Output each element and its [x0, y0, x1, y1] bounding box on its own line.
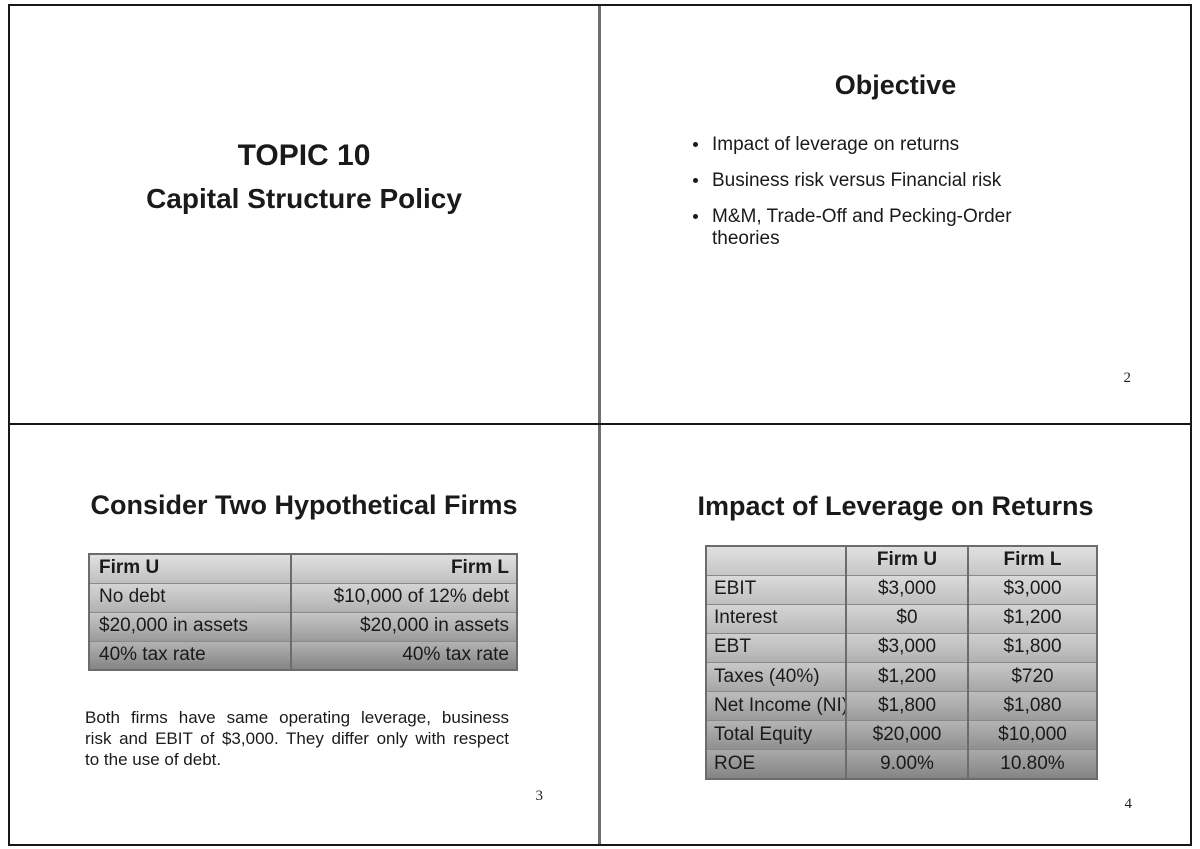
value-cell: $1,800 [967, 632, 1098, 664]
table-row: 40% tax rate 40% tax rate [88, 640, 518, 671]
row-label-cell: EBT [705, 632, 847, 664]
table-header-cell: Firm L [967, 545, 1098, 576]
leverage-returns-table: Firm U Firm L EBIT $3,000 $3,000 Interes… [705, 545, 1098, 780]
value-cell: $1,200 [845, 661, 969, 693]
page-number: 2 [1123, 370, 1132, 386]
slide-4-leverage-returns: Impact of Leverage on Returns Firm U Fir… [601, 425, 1190, 844]
row-label-cell: ROE [705, 749, 847, 780]
value-cell: $720 [967, 661, 1098, 693]
slide-title: TOPIC 10 [237, 139, 371, 172]
bullet-item: Business risk versus Financial risk [690, 170, 1042, 192]
value-cell: $20,000 [845, 720, 969, 751]
row-label-cell: Total Equity [705, 720, 847, 751]
page-frame [8, 4, 1192, 846]
row-label-cell: Net Income (NI) [705, 691, 847, 722]
paragraph-line: risk and EBIT of $3,000. They differ onl… [85, 729, 509, 748]
table-row: Net Income (NI) $1,800 $1,080 [705, 691, 1098, 722]
table-header-cell: Firm L [290, 553, 518, 584]
page-number: 4 [1124, 796, 1133, 812]
firms-comparison-table: Firm U Firm L No debt $10,000 of 12% deb… [88, 553, 518, 671]
table-row: ROE 9.00% 10.80% [705, 749, 1098, 780]
slide-1-title-card: TOPIC 10 Capital Structure Policy [10, 6, 598, 423]
value-cell: $3,000 [967, 574, 1098, 605]
paragraph-line: to the use of debt. [85, 750, 222, 769]
row-label-cell: EBIT [705, 574, 847, 605]
table-header-cell [705, 545, 847, 576]
value-cell: $10,000 [967, 720, 1098, 751]
table-cell: 40% tax rate [290, 640, 518, 671]
table-row: Total Equity $20,000 $10,000 [705, 720, 1098, 751]
table-row: Taxes (40%) $1,200 $720 [705, 661, 1098, 693]
bullet-list: Impact of leverage on returns Business r… [690, 134, 1042, 264]
value-cell: $1,800 [845, 691, 969, 722]
value-cell: $3,000 [845, 574, 969, 605]
table-header-cell: Firm U [845, 545, 969, 576]
slide-2-objective: Objective Impact of leverage on returns … [601, 6, 1190, 423]
horizontal-divider [10, 423, 1190, 425]
table-header-row: Firm U Firm L [88, 553, 518, 584]
table-row: EBT $3,000 $1,800 [705, 632, 1098, 664]
slide-title: Impact of Leverage on Returns [697, 491, 1094, 521]
notes-paragraph: Both firms have same operating leverage,… [85, 707, 509, 770]
table-cell: 40% tax rate [88, 640, 292, 671]
value-cell: $1,200 [967, 603, 1098, 634]
title-block: TOPIC 10 Capital Structure Policy [10, 136, 598, 217]
slide-title: Objective [834, 70, 957, 100]
table-row: Interest $0 $1,200 [705, 603, 1098, 634]
slide-title: Consider Two Hypothetical Firms [90, 490, 518, 520]
table-header-row: Firm U Firm L [705, 545, 1098, 576]
table-row: No debt $10,000 of 12% debt [88, 582, 518, 613]
bullet-item: M&M, Trade-Off and Pecking-Order theorie… [690, 206, 1042, 250]
table-cell: $20,000 in assets [88, 611, 292, 642]
vertical-divider [598, 6, 601, 844]
table-cell: $10,000 of 12% debt [290, 582, 518, 613]
slide-3-hypothetical-firms: Consider Two Hypothetical Firms Firm U F… [10, 425, 598, 844]
bullet-item: Impact of leverage on returns [690, 134, 1042, 156]
value-cell: $1,080 [967, 691, 1098, 722]
slide-subtitle: Capital Structure Policy [146, 183, 462, 214]
table-row: EBIT $3,000 $3,000 [705, 574, 1098, 605]
value-cell: $3,000 [845, 632, 969, 664]
value-cell: $0 [845, 603, 969, 634]
table-cell: No debt [88, 582, 292, 613]
row-label-cell: Taxes (40%) [705, 661, 847, 693]
table-cell: $20,000 in assets [290, 611, 518, 642]
value-cell: 10.80% [967, 749, 1098, 780]
value-cell: 9.00% [845, 749, 969, 780]
page-number: 3 [535, 788, 544, 804]
row-label-cell: Interest [705, 603, 847, 634]
table-header-cell: Firm U [88, 553, 292, 584]
paragraph-line: Both firms have same operating leverage,… [85, 708, 509, 727]
table-row: $20,000 in assets $20,000 in assets [88, 611, 518, 642]
